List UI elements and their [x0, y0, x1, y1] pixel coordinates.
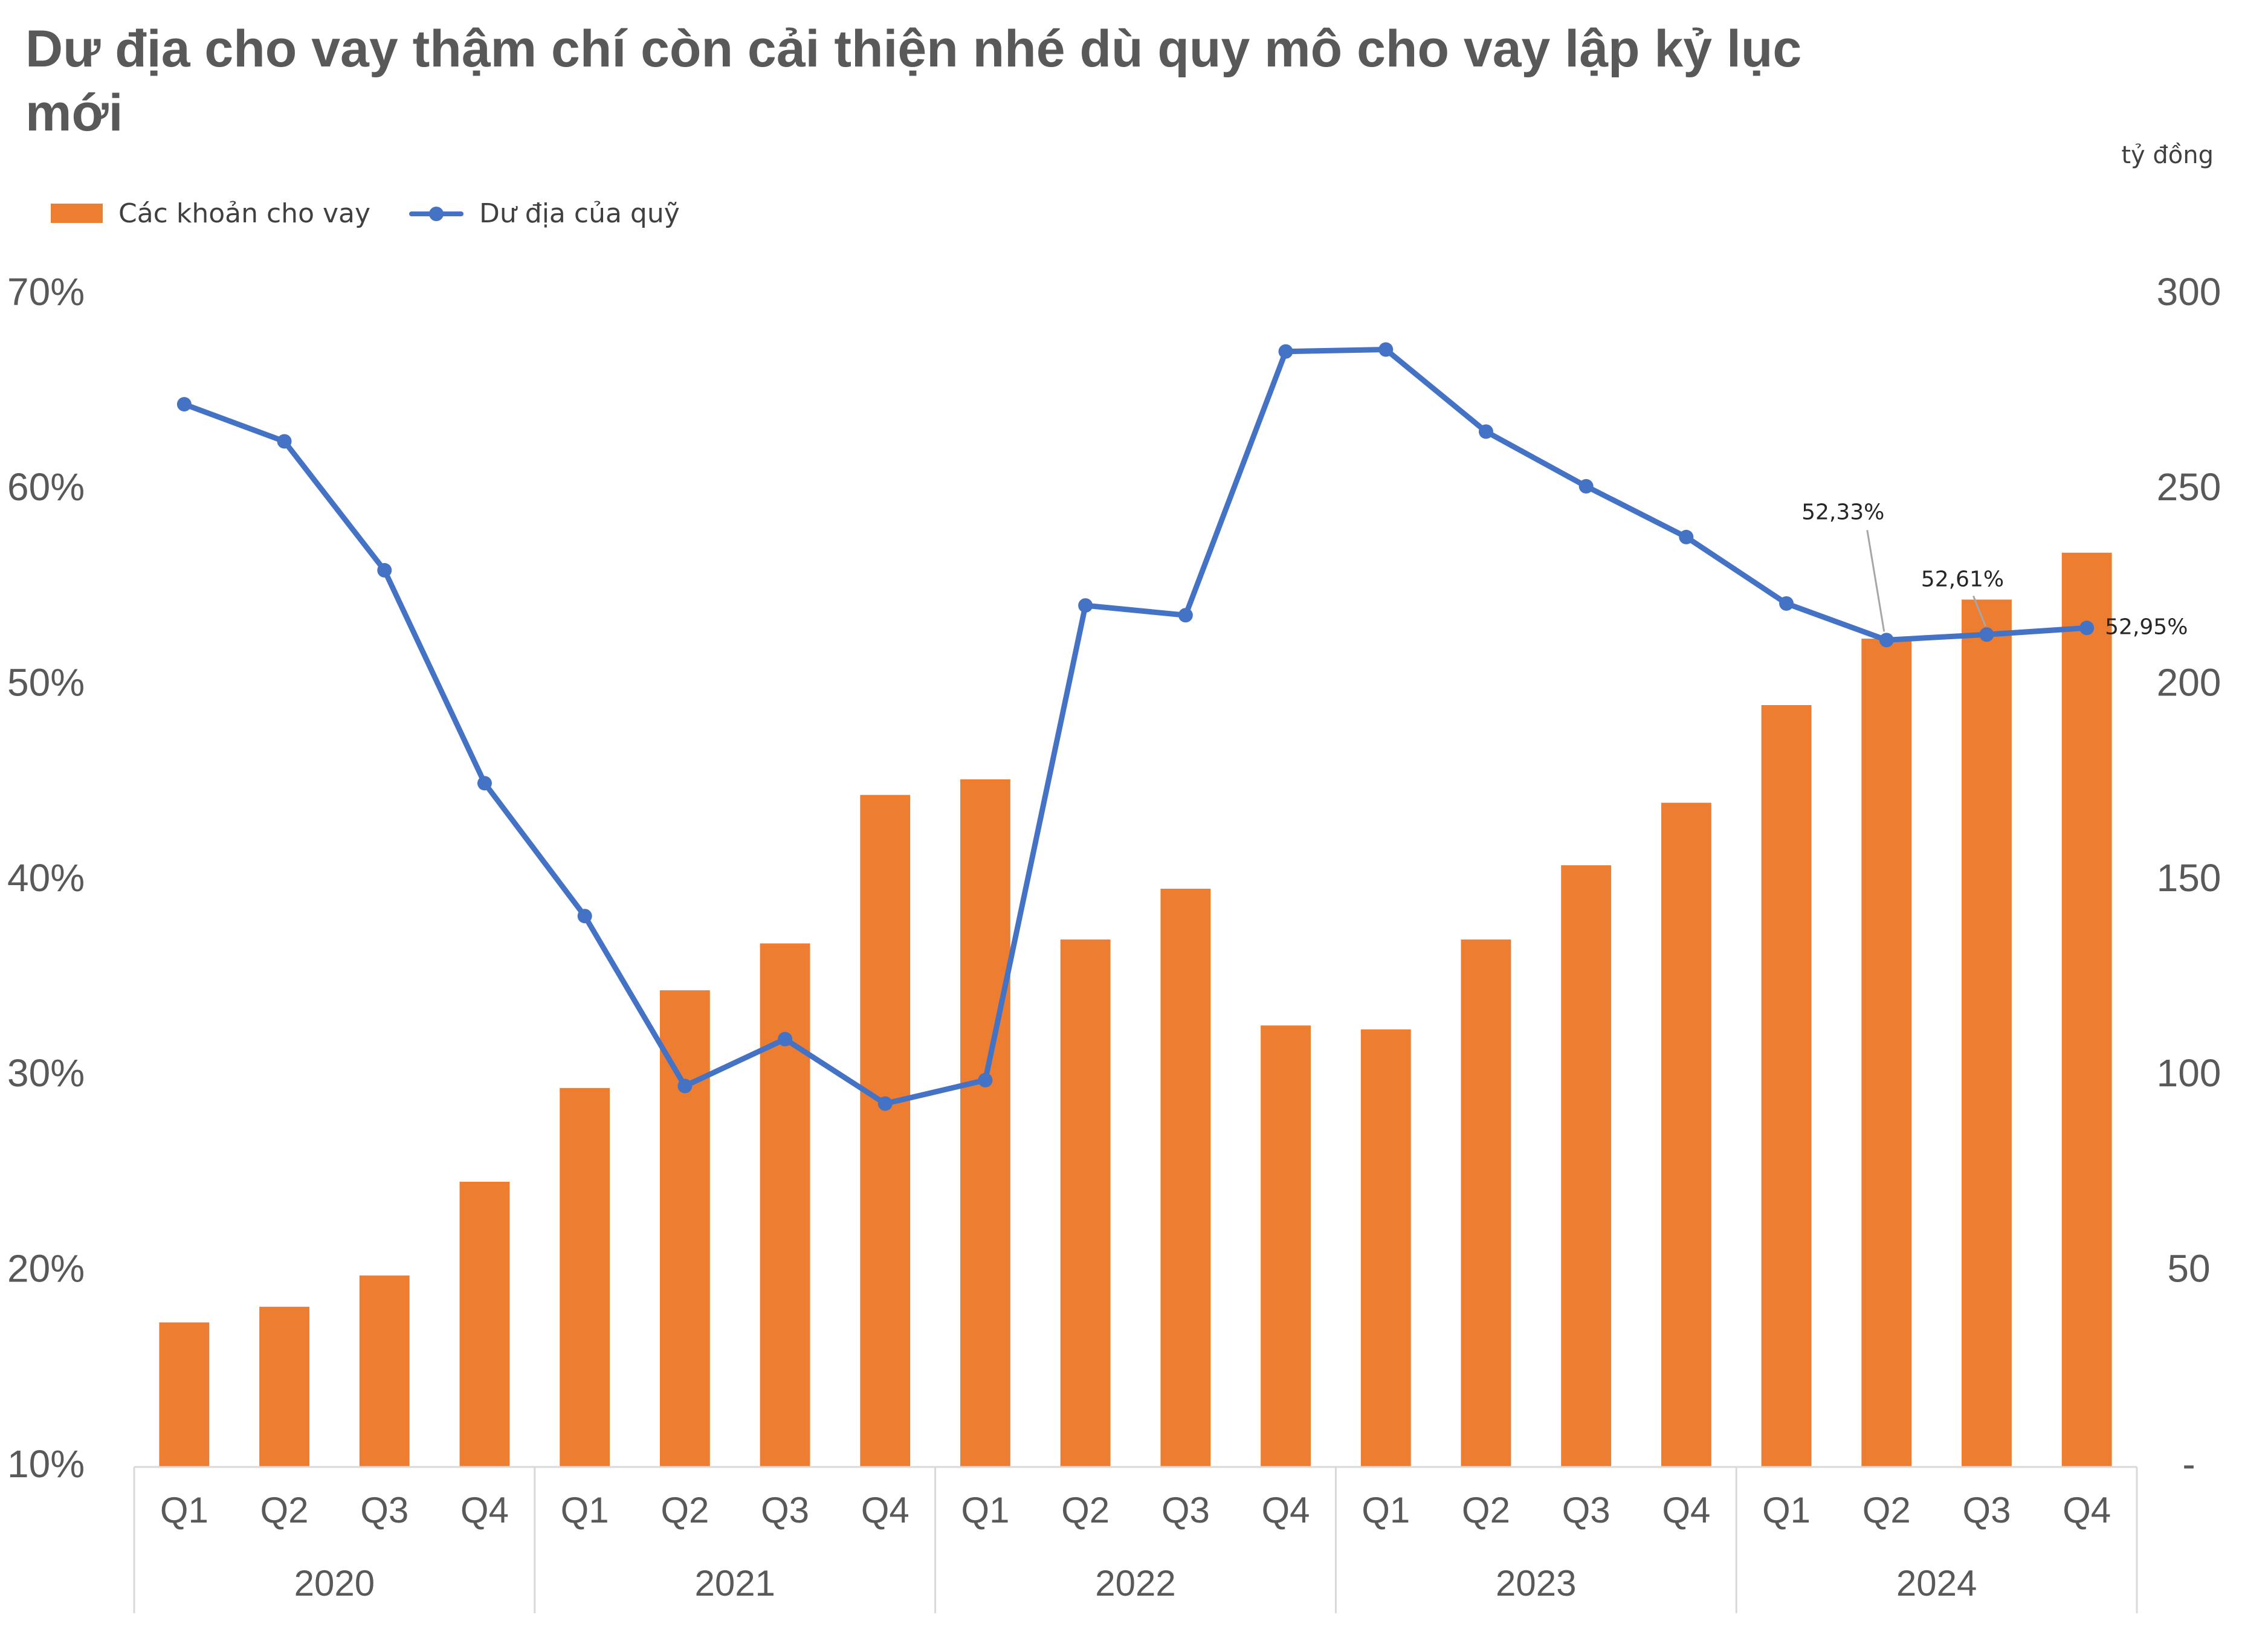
line-point: [978, 1072, 993, 1088]
x-tick-label: Q3: [360, 1490, 409, 1530]
x-tick-label: Q1: [1362, 1490, 1410, 1530]
line-point: [577, 909, 592, 924]
bar: [159, 1322, 210, 1467]
legend: Các khoản cho vay Dư địa của quỹ: [51, 192, 719, 234]
line-point: [477, 776, 492, 791]
line-point: [1378, 342, 1394, 357]
bar: [1561, 865, 1612, 1467]
x-tick-label: Q2: [661, 1490, 709, 1530]
right-axis-tick: 250: [2157, 465, 2221, 509]
right-axis-tick: 100: [2157, 1051, 2221, 1095]
data-label: 52,95%: [2105, 614, 2188, 639]
legend-item-loans: Các khoản cho vay: [51, 198, 370, 229]
bar: [1661, 802, 1711, 1467]
bar: [1060, 940, 1111, 1467]
data-label: 52,61%: [1921, 567, 2004, 591]
x-group-label: 2021: [694, 1563, 775, 1603]
legend-label-loans: Các khoản cho vay: [118, 198, 371, 229]
right-axis-tick: 200: [2157, 661, 2221, 704]
page-title: Dư địa cho vay thậm chí còn cải thiện nh…: [25, 20, 1802, 142]
left-axis-tick: 70%: [7, 270, 85, 314]
legend-swatch-bar: [51, 204, 103, 223]
line-point: [1779, 596, 1794, 611]
line-point: [877, 1096, 893, 1111]
line-point: [1078, 598, 1093, 613]
annotation-leader: [1972, 595, 1986, 627]
line-point: [1879, 633, 1894, 648]
line-point: [778, 1031, 793, 1046]
bar: [259, 1306, 309, 1467]
x-tick-label: Q4: [1662, 1490, 1710, 1530]
x-group-label: 2023: [1496, 1563, 1576, 1603]
x-group-label: 2024: [1896, 1563, 1977, 1603]
left-axis-tick: 30%: [7, 1051, 85, 1095]
x-tick-label: Q3: [1962, 1490, 2011, 1530]
left-axis-tick: 20%: [7, 1247, 85, 1291]
bar: [2061, 552, 2112, 1467]
x-tick-label: Q3: [761, 1490, 809, 1530]
bar: [560, 1088, 610, 1467]
line-point: [377, 562, 392, 578]
x-tick-label: Q2: [260, 1490, 309, 1530]
legend-swatch-line: [409, 204, 464, 223]
x-tick-label: Q3: [1562, 1490, 1611, 1530]
line-point: [176, 397, 192, 412]
bar: [1962, 599, 2012, 1467]
bar: [659, 990, 710, 1467]
annotation-leader: [1866, 530, 1885, 632]
left-axis-tick: 60%: [7, 465, 85, 509]
left-axis-tick: 10%: [7, 1442, 85, 1486]
bar: [1261, 1025, 1311, 1467]
x-tick-label: Q1: [1762, 1490, 1811, 1530]
line-point: [1178, 608, 1193, 623]
x-group-label: 2022: [1095, 1563, 1175, 1603]
x-tick-label: Q4: [460, 1490, 509, 1530]
left-axis-tick: 50%: [7, 661, 85, 704]
line-point: [1679, 529, 1694, 544]
x-tick-label: Q1: [160, 1490, 208, 1530]
right-axis-unit: tỷ đồng: [2121, 141, 2214, 169]
x-tick-label: Q4: [2063, 1490, 2111, 1530]
x-group-label: 2020: [294, 1563, 375, 1603]
right-axis-tick: -: [2182, 1442, 2195, 1486]
line-point: [277, 434, 292, 449]
bar: [359, 1275, 410, 1467]
bar: [1360, 1029, 1411, 1467]
x-tick-label: Q2: [1462, 1490, 1510, 1530]
right-axis-tick: 150: [2157, 856, 2221, 900]
right-axis-tick: 50: [2167, 1247, 2210, 1291]
bar: [1861, 639, 1912, 1467]
line-point: [2079, 620, 2095, 636]
x-tick-label: Q3: [1161, 1490, 1210, 1530]
line-point: [1578, 479, 1594, 494]
x-tick-label: Q2: [1061, 1490, 1110, 1530]
x-tick-label: Q1: [561, 1490, 609, 1530]
line-point: [1278, 344, 1293, 359]
x-tick-label: Q1: [961, 1490, 1009, 1530]
x-tick-label: Q4: [1262, 1490, 1310, 1530]
line-point: [1478, 424, 1493, 439]
bar: [860, 794, 911, 1467]
bar: [760, 943, 810, 1467]
legend-label-capacity: Dư địa của quỹ: [479, 198, 680, 229]
bar: [1761, 705, 1812, 1467]
line-point: [1979, 627, 1994, 642]
line-point: [677, 1078, 693, 1094]
x-tick-label: Q2: [1863, 1490, 1911, 1530]
legend-item-capacity: Dư địa của quỹ: [409, 198, 680, 229]
right-axis-tick: 300: [2157, 270, 2221, 314]
x-tick-label: Q4: [861, 1490, 909, 1530]
bar: [459, 1181, 510, 1467]
bar: [1160, 888, 1211, 1467]
data-label: 52,33%: [1801, 500, 1884, 524]
capacity-line: [181, 347, 2090, 1107]
left-axis-tick: 40%: [7, 856, 85, 900]
bar: [960, 779, 1010, 1467]
bar: [1461, 940, 1511, 1467]
